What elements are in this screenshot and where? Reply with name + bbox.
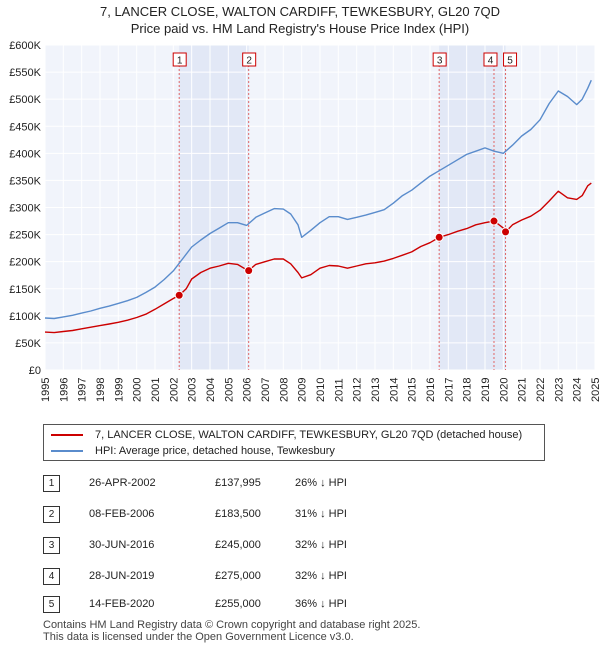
x-tick-label: 2022 (535, 378, 547, 402)
transaction-price: £137,995 (215, 477, 261, 489)
x-tick-label: 1998 (95, 378, 107, 402)
transaction-date: 26-APR-2002 (89, 477, 156, 489)
transaction-box-label: 3 (437, 56, 443, 67)
transaction-box-label: 1 (177, 56, 183, 67)
transaction-number: 5 (43, 596, 60, 613)
transaction-date: 08-FEB-2006 (89, 508, 155, 520)
transaction-price: £255,000 (215, 598, 261, 610)
sale-point (489, 216, 499, 226)
legend-swatch-hpi (51, 450, 83, 452)
y-tick-label: £500K (9, 94, 41, 106)
sale-point (434, 232, 444, 242)
x-tick-label: 1996 (58, 378, 70, 402)
x-tick-label: 2006 (242, 378, 254, 402)
x-tick-label: 2002 (168, 378, 180, 402)
transaction-box-label: 2 (246, 56, 252, 67)
legend-label-hpi: HPI: Average price, detached house, Tewk… (95, 445, 335, 457)
chart-subtitle: Price paid vs. HM Land Registry's House … (130, 21, 470, 36)
y-tick-label: £50K (15, 338, 41, 350)
transaction-box-label: 4 (488, 56, 494, 67)
transaction-hpi-diff: 31% ↓ HPI (295, 508, 347, 520)
y-tick-label: £550K (9, 67, 41, 79)
footer-license: This data is licensed under the Open Gov… (43, 631, 354, 643)
x-tick-label: 2023 (553, 378, 565, 402)
sale-point (244, 266, 254, 276)
x-tick-label: 2010 (315, 378, 327, 402)
x-tick-label: 2021 (517, 378, 529, 402)
x-tick-label: 2015 (407, 378, 419, 402)
transaction-hpi-diff: 32% ↓ HPI (295, 539, 347, 551)
x-tick-label: 1995 (40, 378, 52, 402)
transaction-date: 30-JUN-2016 (89, 539, 155, 551)
transaction-hpi-diff: 26% ↓ HPI (295, 477, 347, 489)
price-chart: 1 2 3 4 5 £0 £50K £100K £150K £200K £250K £300K £35… (9, 40, 600, 402)
x-tick-label: 2013 (370, 378, 382, 402)
x-tick-label: 2004 (205, 378, 217, 402)
transaction-box (242, 52, 257, 67)
x-tick-label: 2024 (572, 378, 584, 402)
transaction-box (483, 52, 498, 67)
x-tick-label: 2017 (443, 378, 455, 402)
transaction-date: 14-FEB-2020 (89, 598, 155, 610)
y-tick-label: £150K (9, 284, 41, 296)
transaction-box (503, 52, 518, 67)
footer-copyright: Contains HM Land Registry data © Crown c… (43, 619, 421, 631)
x-tick-label: 2018 (462, 378, 474, 402)
chart-title-block: 7, LANCER CLOSE, WALTON CARDIFF, TEWKESB… (0, 3, 600, 37)
x-tick-label: 2001 (150, 378, 162, 402)
y-tick-label: £600K (9, 40, 41, 52)
transaction-price: £245,000 (215, 539, 261, 551)
y-tick-label: £300K (9, 203, 41, 215)
chart-legend: 7, LANCER CLOSE, WALTON CARDIFF, TEWKESB… (43, 424, 545, 461)
y-tick-label: £350K (9, 175, 41, 187)
x-tick-label: 1997 (77, 378, 89, 402)
x-tick-label: 2016 (425, 378, 437, 402)
sale-point (174, 290, 184, 300)
x-tick-label: 2009 (297, 378, 309, 402)
transaction-number: 1 (43, 475, 60, 492)
x-tick-label: 1999 (113, 378, 125, 402)
transaction-hpi-diff: 36% ↓ HPI (295, 598, 347, 610)
transaction-price: £183,500 (215, 508, 261, 520)
x-tick-label: 2011 (333, 378, 345, 402)
transaction-box (172, 52, 187, 67)
transaction-date: 28-JUN-2019 (89, 570, 155, 582)
x-tick-label: 2019 (480, 378, 492, 402)
y-tick-label: £400K (9, 148, 41, 160)
x-tick-label: 2025 (590, 378, 600, 402)
transaction-price: £275,000 (215, 570, 261, 582)
x-tick-label: 2014 (388, 378, 400, 402)
transaction-box-label: 5 (507, 56, 513, 67)
x-tick-label: 2003 (187, 378, 199, 402)
sale-point (501, 227, 511, 237)
x-tick-label: 2008 (278, 378, 290, 402)
hpi-line (44, 79, 592, 320)
y-tick-label: £0 (29, 365, 41, 377)
transaction-hpi-diff: 32% ↓ HPI (295, 570, 347, 582)
y-tick-label: £100K (9, 311, 41, 323)
transaction-number: 3 (43, 537, 60, 554)
y-tick-label: £450K (9, 121, 41, 133)
x-tick-label: 2005 (223, 378, 235, 402)
legend-label-property: 7, LANCER CLOSE, WALTON CARDIFF, TEWKESB… (95, 429, 523, 441)
x-tick-label: 2020 (498, 378, 510, 402)
legend-swatch-property (51, 434, 83, 436)
x-tick-label: 2012 (352, 378, 364, 402)
chart-title: 7, LANCER CLOSE, WALTON CARDIFF, TEWKESB… (100, 4, 500, 19)
transaction-number: 4 (43, 568, 60, 585)
x-tick-label: 2000 (132, 378, 144, 402)
transaction-number: 2 (43, 506, 60, 523)
footer: Contains HM Land Registry data © Crown c… (43, 619, 420, 643)
transaction-box (432, 52, 447, 67)
y-tick-label: £200K (9, 257, 41, 269)
y-tick-label: £250K (9, 230, 41, 242)
x-tick-label: 2007 (260, 378, 272, 402)
